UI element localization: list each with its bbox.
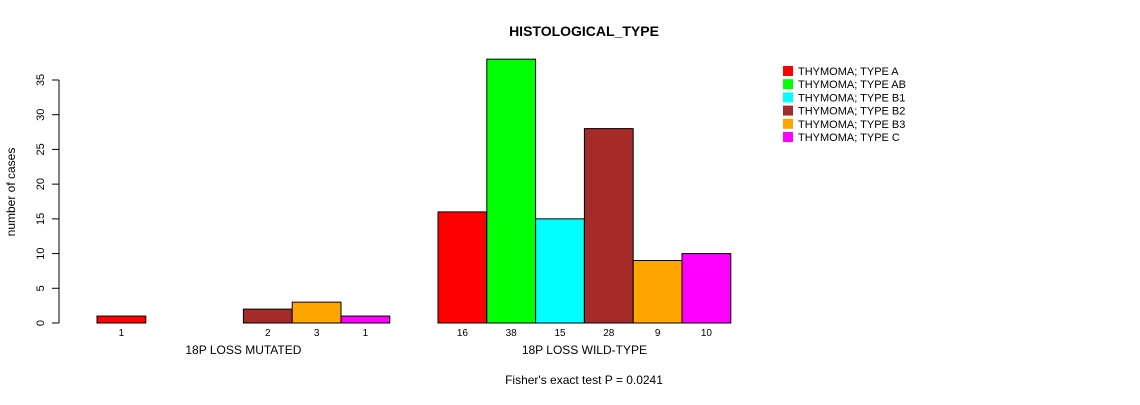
y-tick-label: 15 [35,213,47,225]
bar [535,218,585,324]
bar [96,315,147,324]
bar-count-label: 9 [655,328,661,339]
bars: 1 2 3 1 18P LOSS MUTATED 16 38 15 28 9 10 18P LOSS … [96,58,732,357]
legend-swatch [783,118,793,129]
bar-count-label: 1 [119,328,125,339]
bar [242,308,293,324]
bar-count-label: 16 [457,328,469,339]
bar [291,301,342,324]
legend-label: THYMOMA; TYPE B2 [798,106,905,118]
bar [486,58,537,324]
bar [583,128,634,324]
bar [340,315,391,324]
y-tick-label: 5 [35,285,47,291]
fisher-test-annotation: Fisher's exact test P = 0.0241 [505,373,663,387]
legend-label: THYMOMA; TYPE A [798,66,899,78]
bar [681,253,732,324]
y-tick-label: 30 [35,109,47,121]
legend-label: THYMOMA; TYPE B1 [798,92,905,104]
legend-label: THYMOMA; TYPE AB [798,79,906,91]
legend-swatch [783,92,793,103]
bar-count-label: 3 [314,328,320,339]
y-tick-label: 25 [35,143,47,155]
legend-swatch [783,132,793,142]
chart-title: HISTOLOGICAL_TYPE [509,23,659,39]
bar-count-label: 2 [265,328,271,339]
group-label: 18P LOSS WILD-TYPE [522,343,647,357]
legend-swatch [783,79,793,90]
y-tick-label: 10 [35,247,47,259]
legend-swatch [783,66,793,76]
bar-count-label: 28 [603,328,615,339]
y-tick-label: 20 [35,178,47,190]
legend-swatch [783,105,793,116]
bar-count-label: 10 [701,328,713,339]
bar-count-label: 15 [554,328,566,339]
bar-count-label: 1 [363,328,369,339]
bar [437,211,488,324]
legend-label: THYMOMA; TYPE B3 [798,119,905,131]
legend-label: THYMOMA; TYPE C [798,132,900,144]
y-axis: 0 5 10 15 20 25 30 35 [35,74,60,326]
bar [632,260,683,324]
y-axis-label: number of cases [4,148,18,237]
y-tick-label: 35 [35,74,47,86]
y-tick-label: 0 [35,320,47,326]
bar-count-label: 38 [506,328,518,339]
group-label: 18P LOSS MUTATED [185,343,301,357]
